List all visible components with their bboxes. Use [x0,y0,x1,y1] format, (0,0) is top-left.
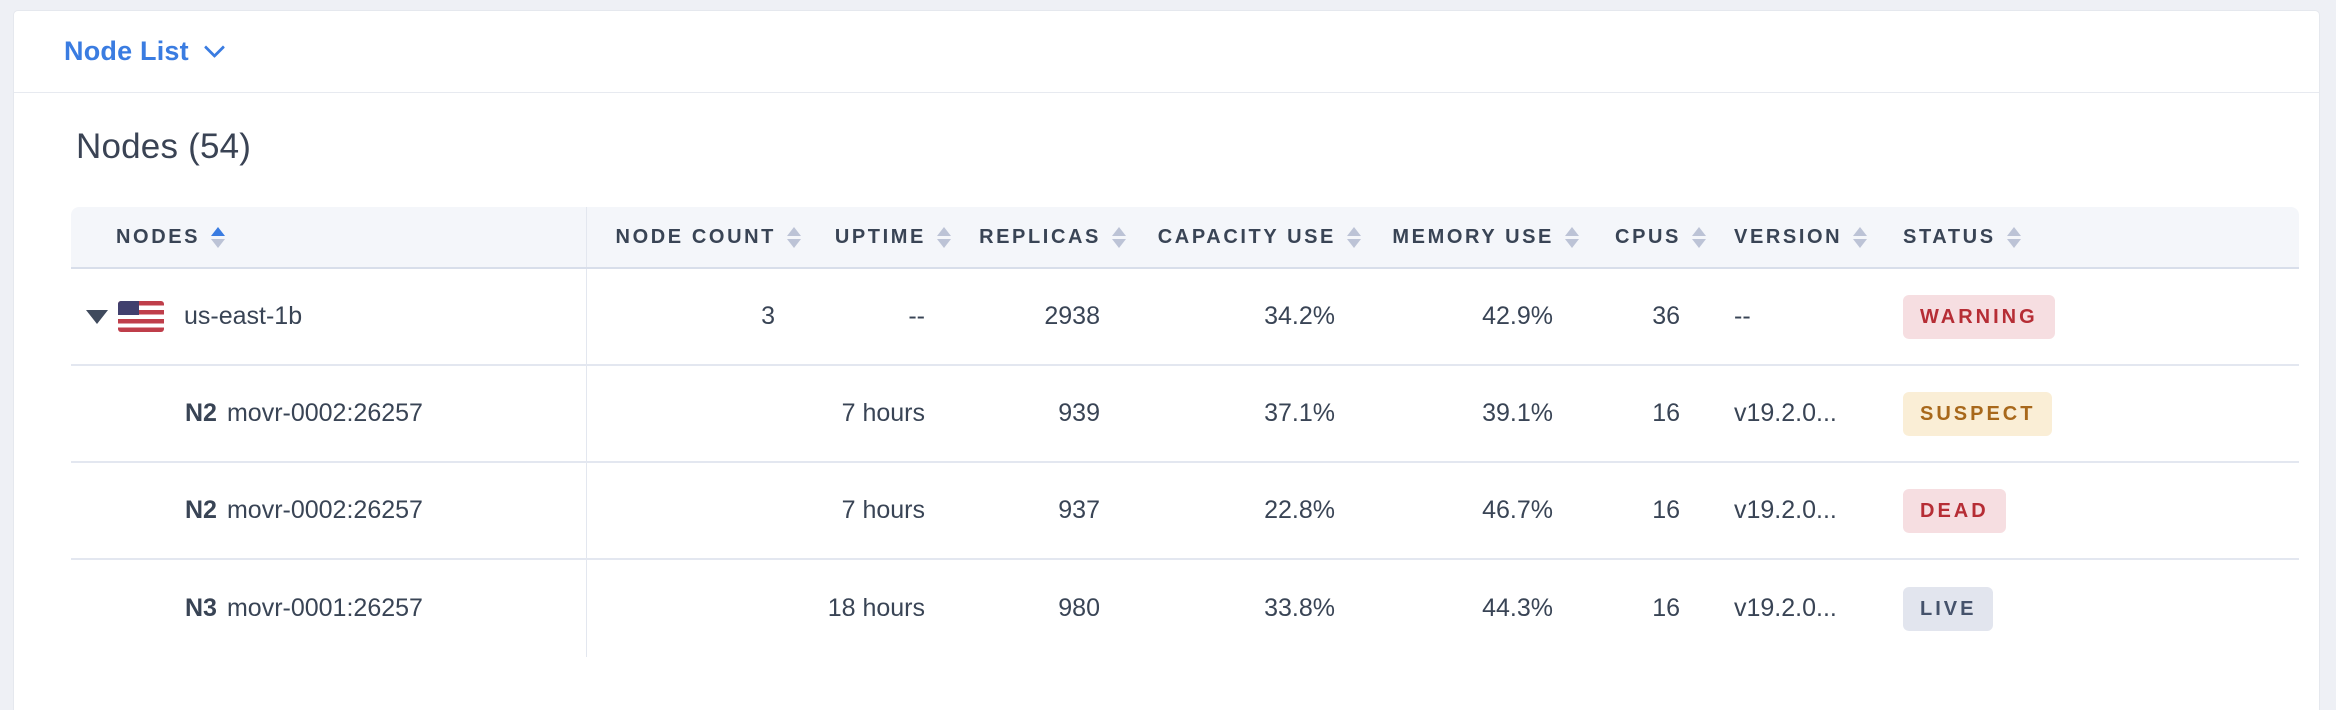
column-header-version-label: VERSION [1734,225,1843,248]
column-header-memory-use-label: MEMORY USE [1392,225,1554,248]
status-badge: DEAD [1903,488,2006,533]
column-header-uptime-label: UPTIME [834,225,926,248]
capacity-use-value: 33.8% [1264,594,1335,622]
column-header-cpus[interactable]: CPUS [1579,207,1706,267]
sort-icon[interactable] [1692,226,1706,248]
version-value: v19.2.0... [1734,496,1837,524]
column-header-memory-use[interactable]: MEMORY USE [1361,207,1579,267]
node-id: N3 [185,594,217,622]
table-row-node-n2[interactable]: N2 movr-0002:26257 7 hours 939 37.1% 39.… [71,366,2299,463]
status-cell: DEAD [1881,463,2299,558]
capacity-use-value: 34.2% [1264,302,1335,330]
column-header-replicas-label: REPLICAS [979,225,1101,248]
column-header-replicas[interactable]: REPLICAS [951,207,1126,267]
uptime-value: 7 hours [841,399,925,427]
cpus-value: 16 [1652,496,1680,524]
uptime-value: -- [908,302,925,330]
node-count-value [587,560,801,657]
sort-icon[interactable] [1347,226,1361,248]
chevron-down-icon [203,36,225,59]
column-header-capacity-use[interactable]: CAPACITY USE [1126,207,1361,267]
column-header-node-count-label: NODE COUNT [615,225,776,248]
replicas-value: 939 [1058,399,1100,427]
status-badge: WARNING [1903,294,2055,339]
capacity-use-value: 37.1% [1264,399,1335,427]
column-header-cpus-label: CPUS [1615,225,1681,248]
us-flag-icon [118,301,164,332]
node-cell: N3 movr-0001:26257 [71,560,587,657]
memory-use-value: 44.3% [1482,594,1553,622]
version-value: v19.2.0... [1734,399,1837,427]
memory-use-value: 46.7% [1482,496,1553,524]
node-count-value [587,463,801,558]
node-cell: N2 movr-0002:26257 [71,366,587,461]
node-cell: N2 movr-0002:26257 [71,463,587,558]
cpus-value: 36 [1652,302,1680,330]
table-header-row: NODES NODE COUNT UPTIME REPLICAS CAPACIT… [71,207,2299,269]
column-header-version[interactable]: VERSION [1706,207,1881,267]
column-header-nodes[interactable]: NODES [71,207,587,267]
node-id: N2 [185,496,217,524]
column-header-node-count[interactable]: NODE COUNT [587,207,801,267]
status-badge: SUSPECT [1903,391,2053,436]
cpus-value: 16 [1652,594,1680,622]
status-cell: LIVE [1881,560,2299,657]
view-switcher-band: Node List [14,11,2319,93]
column-header-status-label: STATUS [1903,225,1996,248]
sort-icon[interactable] [1565,226,1579,248]
node-count-value [587,366,801,461]
sort-icon[interactable] [2006,226,2021,248]
replicas-value: 980 [1058,594,1100,622]
node-address: movr-0002:26257 [226,399,423,427]
node-list-card: Node List Nodes (54) NODES NODE COUNT UP… [13,10,2320,710]
sort-icon[interactable] [1853,226,1868,248]
uptime-value: 18 hours [827,594,925,622]
node-list-dropdown-label[interactable]: Node List [64,36,189,66]
region-cell: us-east-1b [71,269,587,364]
cpus-value: 16 [1652,399,1680,427]
sort-icon[interactable] [1112,226,1126,248]
node-address: movr-0001:26257 [226,594,423,622]
node-count-value: 3 [761,302,775,330]
node-list-dropdown[interactable]: Node List [64,36,225,67]
sort-icon[interactable] [211,226,226,248]
uptime-value: 7 hours [841,496,925,524]
memory-use-value: 42.9% [1482,302,1553,330]
replicas-value: 2938 [1044,302,1100,330]
node-id: N2 [185,399,217,427]
node-address: movr-0002:26257 [226,496,423,524]
page-title: Nodes (54) [76,127,252,166]
region-name: us-east-1b [184,302,303,330]
collapse-caret-icon[interactable] [86,309,108,324]
version-value: -- [1734,302,1751,330]
table-row-region-us-east-1b[interactable]: us-east-1b 3 -- 2938 34.2% 42.9% 36 -- W… [71,269,2299,366]
status-cell: WARNING [1881,269,2299,364]
memory-use-value: 39.1% [1482,399,1553,427]
sort-icon[interactable] [787,226,801,248]
column-header-nodes-label: NODES [116,225,201,248]
sort-icon[interactable] [937,226,951,248]
column-header-uptime[interactable]: UPTIME [801,207,951,267]
capacity-use-value: 22.8% [1264,496,1335,524]
table-row-node-n3[interactable]: N3 movr-0001:26257 18 hours 980 33.8% 44… [71,560,2299,657]
table-row-node-n2-dead[interactable]: N2 movr-0002:26257 7 hours 937 22.8% 46.… [71,463,2299,560]
nodes-table: NODES NODE COUNT UPTIME REPLICAS CAPACIT… [71,207,2299,657]
column-header-capacity-use-label: CAPACITY USE [1157,225,1336,248]
status-cell: SUSPECT [1881,366,2299,461]
version-value: v19.2.0... [1734,594,1837,622]
column-header-status[interactable]: STATUS [1881,207,2299,267]
status-badge: LIVE [1903,586,1994,631]
replicas-value: 937 [1058,496,1100,524]
